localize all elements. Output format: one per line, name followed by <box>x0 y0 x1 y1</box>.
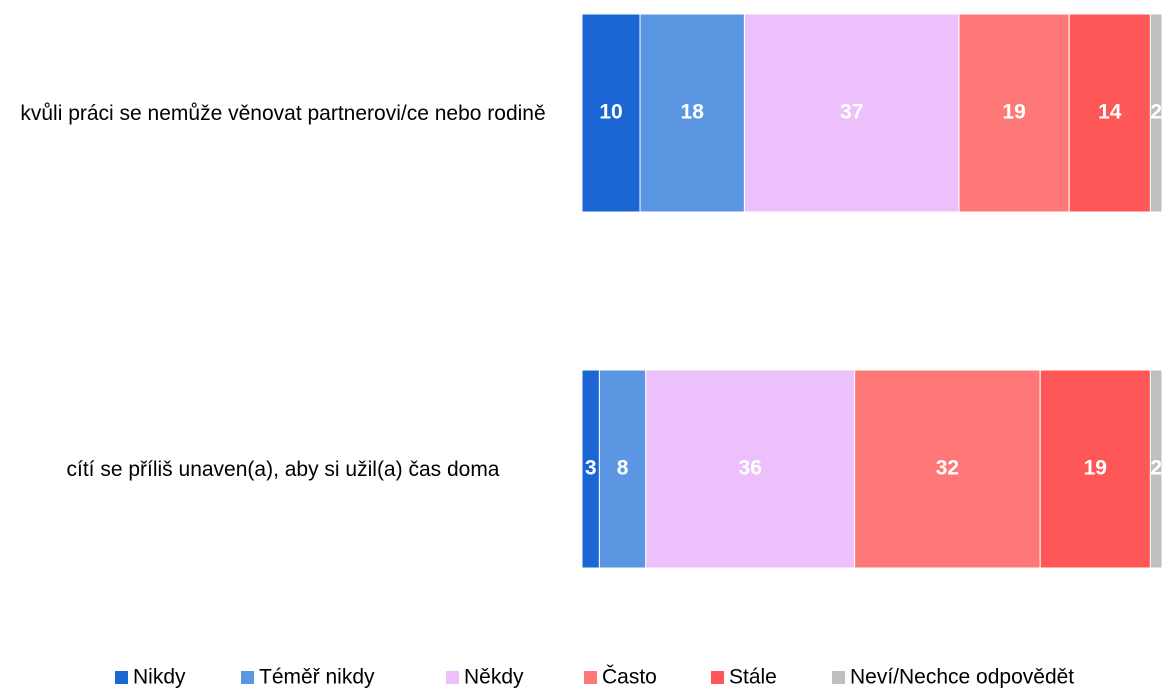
data-label: 2 <box>1150 101 1162 124</box>
legend-label: Nikdy <box>133 666 186 689</box>
data-label: 10 <box>599 101 622 124</box>
bar-segment <box>854 369 1041 569</box>
legend-swatch <box>241 671 254 684</box>
category-label: cítí se příliš unaven(a), aby si užil(a)… <box>66 457 500 481</box>
legend-swatch <box>832 671 845 684</box>
bar-segment <box>1039 369 1151 569</box>
bar-segment <box>639 13 745 213</box>
legend-label: Stále <box>729 666 777 689</box>
data-label: 19 <box>1084 457 1107 480</box>
data-label: 37 <box>840 101 863 124</box>
data-label: 14 <box>1098 101 1122 124</box>
bar-segment <box>1068 13 1151 213</box>
legend-swatch <box>584 671 597 684</box>
bar-segment <box>1149 13 1163 213</box>
data-label: 2 <box>1150 457 1162 480</box>
legend-label: Často <box>602 666 657 689</box>
data-label: 19 <box>1002 101 1025 124</box>
legend-label: Téměř nikdy <box>259 666 375 689</box>
legend-swatch <box>446 671 459 684</box>
bar-segment <box>1149 369 1163 569</box>
legend-label: Někdy <box>464 666 524 689</box>
legend-label: Neví/Nechce odpovědět <box>850 666 1074 689</box>
legend-swatch <box>115 671 128 684</box>
legend-swatch <box>711 671 724 684</box>
data-label: 32 <box>936 457 959 480</box>
bar-segment <box>958 13 1070 213</box>
data-label: 18 <box>681 101 705 124</box>
data-label: 3 <box>585 457 597 480</box>
data-label: 8 <box>617 457 629 480</box>
category-label: kvůli práci se nemůže věnovat partnerovi… <box>20 101 546 125</box>
bar-segment <box>743 13 960 213</box>
data-label: 36 <box>739 457 762 480</box>
bar-segment <box>581 13 641 213</box>
